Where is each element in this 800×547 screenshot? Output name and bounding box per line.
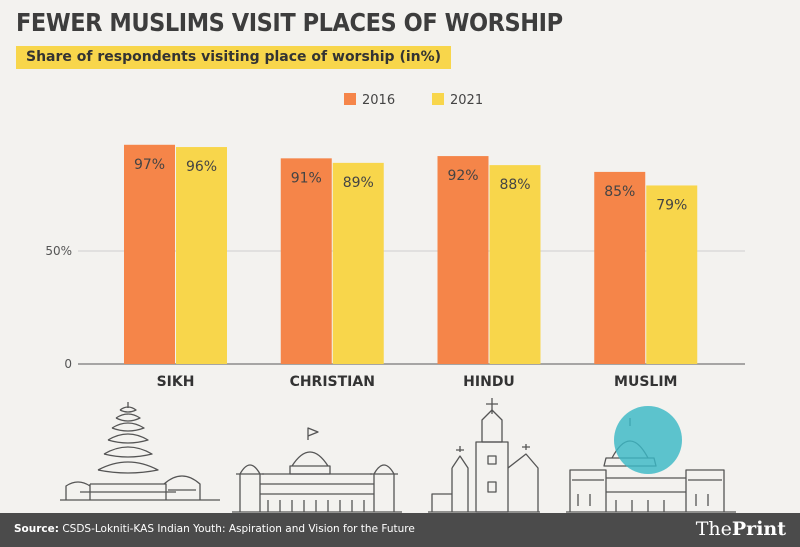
data-label: 96%: [186, 159, 217, 175]
bar-2016-muslim: [594, 171, 646, 364]
sikh-temple-icon: [60, 402, 220, 501]
chart-title: FEWER MUSLIMS VISIT PLACES OF WORSHIP: [16, 8, 563, 37]
data-label: 92%: [447, 168, 478, 184]
data-label: 79%: [656, 197, 687, 213]
category-label: CHRISTIAN: [290, 374, 375, 390]
y-tick-label: 50%: [45, 244, 72, 258]
source-label: Source:: [14, 523, 59, 535]
data-label: 97%: [134, 157, 165, 173]
bar-2021-christian: [332, 162, 384, 364]
source-note: Source: CSDS-Lokniti-KAS Indian Youth: A…: [14, 523, 415, 535]
bar-2016-christian: [280, 158, 332, 364]
hindu-temple-icon: [428, 398, 540, 513]
source-text: CSDS-Lokniti-KAS Indian Youth: Aspiratio…: [62, 523, 415, 535]
data-label: 85%: [604, 184, 635, 200]
bar-2021-hindu: [489, 165, 541, 364]
data-label: 91%: [291, 170, 322, 186]
legend-swatch: [344, 93, 356, 105]
brand-logo: ThePrint: [696, 518, 786, 540]
footer-bar: Source: CSDS-Lokniti-KAS Indian Youth: A…: [0, 513, 800, 547]
data-label: 89%: [343, 175, 374, 191]
y-tick-label: 0: [64, 357, 72, 371]
legend-label: 2021: [450, 93, 483, 108]
bar-2016-sikh: [124, 144, 175, 364]
church-cathedral-icon: [232, 427, 402, 513]
highlight-circle: [614, 406, 682, 474]
bar-chart: 0 50% 2016 2021 97% 96% SIKH 91% 89% CHRISTIAN 9…: [45, 93, 745, 513]
data-label: 88%: [499, 177, 530, 193]
brand-prefix: The: [695, 518, 732, 540]
legend-swatch: [432, 93, 444, 105]
category-label: MUSLIM: [614, 374, 677, 390]
bar-2021-sikh: [176, 147, 227, 364]
chart-subtitle: Share of respondents visiting place of w…: [16, 46, 452, 69]
legend-label: 2016: [362, 93, 395, 108]
bar-2021-muslim: [646, 185, 698, 364]
category-label: SIKH: [157, 374, 195, 390]
category-label: HINDU: [463, 374, 515, 390]
brand-name: Print: [731, 518, 786, 540]
bar-2016-hindu: [437, 156, 489, 364]
